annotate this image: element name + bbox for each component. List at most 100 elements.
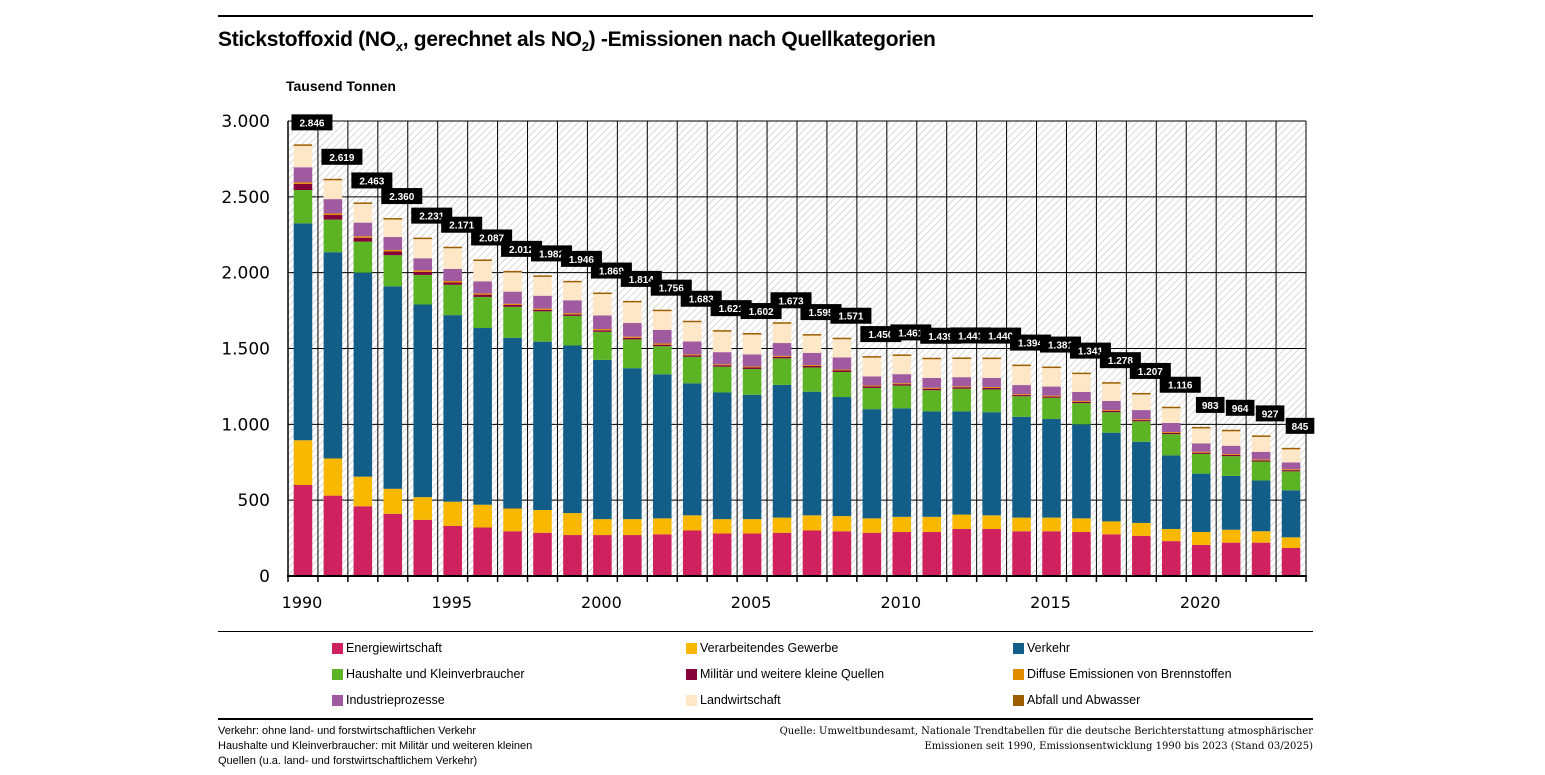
legend-label: Industrieprozesse (346, 693, 445, 707)
total-label: 964 (1232, 404, 1249, 415)
legend-label: Abfall und Abwasser (1027, 693, 1141, 707)
bar-segment-abfall-und-abwasser (1072, 372, 1091, 375)
bar-segment-landwirtschaft (323, 180, 343, 200)
bar-segment-haushalte-und-kleinverbraucher (832, 372, 852, 398)
legend-swatch (332, 694, 343, 706)
legend-swatch (332, 668, 343, 680)
bar-segment-diffuse-emissionen-von-brennstoffen (652, 343, 672, 345)
bar-segment-abfall-und-abwasser (682, 320, 702, 323)
bar-segment-diffuse-emissionen-von-brennstoffen (1042, 395, 1061, 397)
bar-segment-verarbeitendes-gewerbe (1012, 517, 1031, 532)
bar-segment-diffuse-emissionen-von-brennstoffen (712, 364, 732, 366)
bar-segment-milit-r-und-weitere-kleine-quellen (1042, 396, 1061, 398)
bar-segment-energiewirtschaft (1251, 542, 1271, 576)
bar-segment-verkehr (413, 304, 433, 498)
bar-segment-industrieprozesse (623, 323, 642, 337)
legend-swatch (1013, 694, 1024, 706)
bars (293, 144, 1301, 576)
bar-segment-diffuse-emissionen-von-brennstoffen (682, 354, 702, 356)
total-label: 1.341 (1078, 347, 1103, 358)
bar-segment-landwirtschaft (1102, 383, 1121, 401)
bar-segment-haushalte-und-kleinverbraucher (623, 339, 642, 369)
bar-segment-verkehr (742, 394, 762, 520)
bar-segment-abfall-und-abwasser (982, 357, 1001, 360)
bar-segment-industrieprozesse (712, 352, 732, 365)
bar-segment-energiewirtschaft (712, 533, 732, 576)
bar-segment-industrieprozesse (652, 329, 672, 344)
bar-segment-diffuse-emissionen-von-brennstoffen (1221, 454, 1241, 455)
bar-segment-verkehr (952, 411, 971, 515)
bar-segment-milit-r-und-weitere-kleine-quellen (682, 355, 702, 357)
footer-rule (218, 718, 1313, 720)
bar-segment-haushalte-und-kleinverbraucher (503, 306, 522, 338)
bar-segment-landwirtschaft (443, 248, 462, 269)
bar-segment-landwirtschaft (772, 323, 792, 344)
bar-segment-milit-r-und-weitere-kleine-quellen (353, 237, 373, 242)
bar-segment-verkehr (593, 359, 612, 520)
bar-segment-verkehr (323, 252, 343, 459)
bar-segment-abfall-und-abwasser (1132, 392, 1151, 395)
bar-segment-verarbeitendes-gewerbe (952, 514, 971, 529)
bar-segment-energiewirtschaft (533, 532, 552, 576)
bar-segment-energiewirtschaft (802, 530, 822, 576)
top-rule (218, 15, 1313, 17)
total-label: 1.673 (779, 296, 804, 307)
total-label: 1.278 (1108, 356, 1133, 367)
footnote-line: Verkehr: ohne land- und forstwirtschaftl… (218, 725, 477, 737)
bar-segment-verkehr (353, 272, 373, 477)
bar-segment-verarbeitendes-gewerbe (712, 519, 732, 534)
bar-segment-industrieprozesse (1042, 386, 1061, 396)
bar-segment-energiewirtschaft (832, 531, 852, 576)
bar-segment-abfall-und-abwasser (952, 357, 971, 359)
bar-segment-industrieprozesse (1102, 400, 1121, 411)
bar-segment-landwirtschaft (952, 358, 971, 378)
bar-segment-energiewirtschaft (353, 506, 373, 576)
bar-segment-abfall-und-abwasser (802, 334, 822, 336)
legend-item: Energiewirtschaft (332, 641, 442, 655)
legend-label: Verkehr (1027, 641, 1071, 655)
bar-segment-energiewirtschaft (623, 535, 642, 576)
bar-segment-haushalte-und-kleinverbraucher (533, 311, 552, 342)
bar-segment-landwirtschaft (533, 276, 552, 296)
legend-rule (218, 631, 1313, 632)
total-label: 1.982 (539, 249, 564, 260)
bar-segment-energiewirtschaft (1221, 542, 1241, 576)
bar-segment-landwirtschaft (293, 145, 313, 168)
bar-segment-verkehr (712, 392, 732, 520)
bar-segment-diffuse-emissionen-von-brennstoffen (772, 355, 792, 357)
total-label-box (291, 114, 333, 131)
bar-segment-verkehr (1191, 473, 1211, 533)
legend-item: Abfall und Abwasser (1013, 693, 1140, 707)
bar-segment-milit-r-und-weitere-kleine-quellen (982, 387, 1001, 390)
y-tick-label: 1.000 (221, 415, 270, 435)
bar-segment-verkehr (922, 411, 942, 517)
bar-segment-energiewirtschaft (652, 534, 672, 576)
y-tick-label: 2.500 (221, 188, 270, 208)
legend-item: Haushalte und Kleinverbraucher (332, 667, 525, 681)
bar-segment-landwirtschaft (862, 357, 882, 377)
bar-segment-milit-r-und-weitere-kleine-quellen (1191, 452, 1211, 454)
bar-segment-industrieprozesse (982, 377, 1001, 388)
legend-label: Verarbeitendes Gewerbe (700, 641, 839, 655)
bar-segment-landwirtschaft (1132, 394, 1151, 411)
bar-segment-abfall-und-abwasser (1191, 426, 1211, 429)
bar-segment-landwirtschaft (383, 219, 403, 238)
bar-segment-milit-r-und-weitere-kleine-quellen (593, 330, 612, 332)
bar-segment-industrieprozesse (563, 300, 582, 314)
bar-segment-abfall-und-abwasser (413, 237, 433, 240)
bar-segment-diffuse-emissionen-von-brennstoffen (293, 182, 313, 184)
bar-segment-milit-r-und-weitere-kleine-quellen (772, 356, 792, 359)
bar-segment-milit-r-und-weitere-kleine-quellen (323, 215, 343, 220)
source-line: Emissionen seit 1990, Emissionsentwicklu… (924, 741, 1313, 752)
bar-segment-verarbeitendes-gewerbe (1281, 537, 1301, 548)
bar-segment-landwirtschaft (1012, 366, 1031, 386)
bar-segment-verarbeitendes-gewerbe (802, 515, 822, 531)
legend-swatch (686, 668, 697, 680)
bar-segment-industrieprozesse (473, 281, 492, 294)
bar-segment-haushalte-und-kleinverbraucher (473, 296, 492, 329)
bar-segment-haushalte-und-kleinverbraucher (293, 190, 313, 224)
legend-swatch (1013, 668, 1024, 680)
bar-segment-industrieprozesse (1072, 391, 1091, 401)
bar-segment-landwirtschaft (922, 359, 942, 378)
total-label: 1.683 (689, 295, 714, 306)
